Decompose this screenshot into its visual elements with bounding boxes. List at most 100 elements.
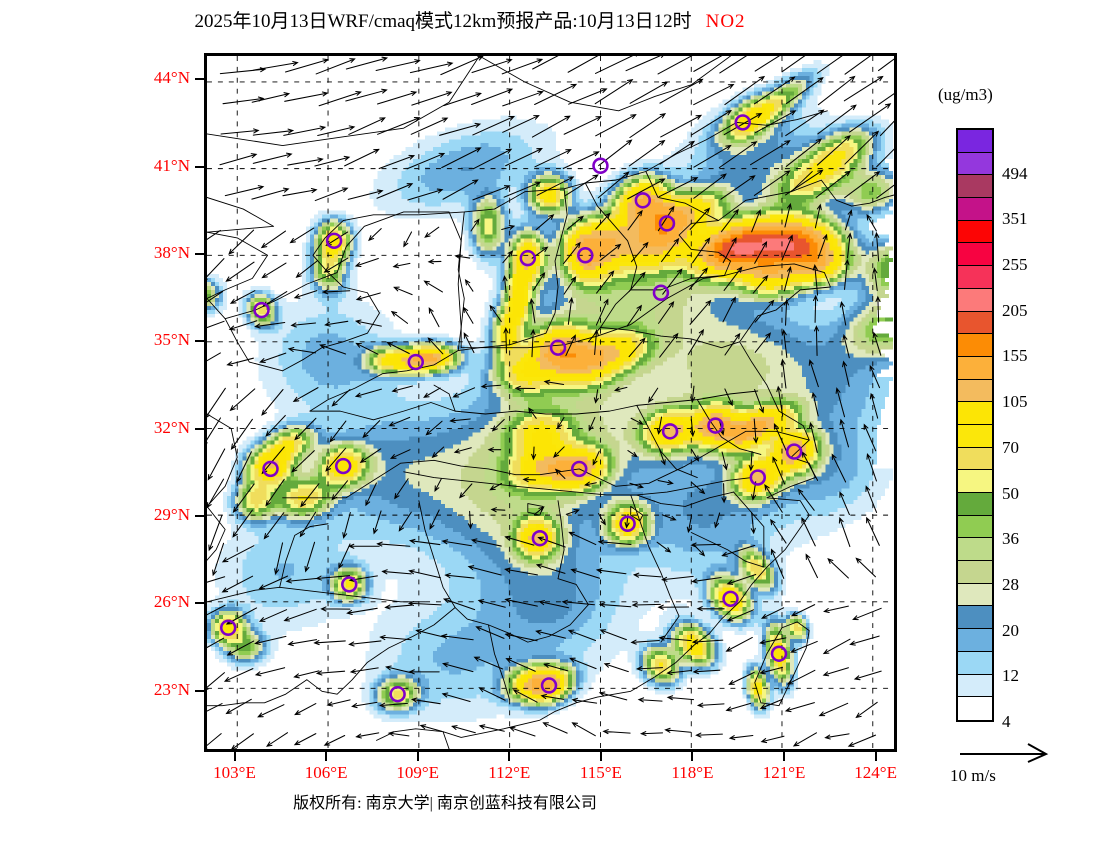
colorbar[interactable]	[956, 128, 994, 722]
colorbar-band-25	[958, 697, 992, 720]
station-marker[interactable]	[722, 590, 739, 608]
colorbar-band-22	[958, 629, 992, 652]
colorbar-tick-155: 155	[1002, 346, 1028, 366]
station-marker[interactable]	[571, 460, 588, 478]
lat-tick	[195, 340, 204, 343]
colorbar-tick-351: 351	[1002, 209, 1028, 229]
station-marker[interactable]	[577, 247, 594, 264]
colorbar-band-16	[958, 493, 992, 516]
lon-tick	[508, 752, 511, 761]
station-marker[interactable]	[262, 460, 279, 478]
station-marker[interactable]	[749, 469, 767, 486]
station-marker[interactable]	[661, 423, 679, 440]
lat-label-44°N: 44°N	[153, 68, 190, 88]
station-marker[interactable]	[219, 619, 237, 636]
station-marker[interactable]	[389, 685, 406, 703]
colorbar-band-24	[958, 674, 992, 698]
colorbar-tick-20: 20	[1002, 620, 1019, 640]
colorbar-band-2	[958, 175, 992, 199]
copyright-notice: 版权所有: 南京大学| 南京创蓝科技有限公司	[0, 789, 1100, 813]
wind-scale-label: 10 m/s	[950, 766, 996, 785]
lon-label-121°E: 121°E	[762, 763, 806, 782]
colorbar-tick-50: 50	[1002, 483, 1019, 503]
colorbar-band-19	[958, 561, 992, 584]
colorbar-tick-255: 255	[1002, 255, 1028, 275]
station-marker[interactable]	[334, 457, 352, 475]
copyright-text: 版权所有: 南京大学| 南京创蓝科技有限公司	[293, 795, 597, 812]
station-marker[interactable]	[592, 157, 609, 174]
title-species-label: NO2	[705, 11, 746, 32]
coastline-and-borders	[207, 56, 894, 749]
colorbar-tick-205: 205	[1002, 300, 1028, 320]
lat-label-29°N: 29°N	[153, 505, 190, 525]
colorbar-band-18	[958, 538, 992, 562]
colorbar-units-label: (ug/m3)	[938, 85, 993, 104]
lon-tick	[233, 752, 236, 761]
lon-tick	[325, 752, 328, 761]
lat-tick	[195, 165, 204, 168]
lon-label-109°E: 109°E	[396, 763, 440, 782]
station-marker[interactable]	[770, 645, 788, 662]
station-marker[interactable]	[549, 339, 567, 356]
colorbar-tick-36: 36	[1002, 529, 1019, 549]
station-marker[interactable]	[652, 284, 670, 301]
colorbar-band-3	[958, 198, 992, 221]
colorbar-band-13	[958, 424, 992, 448]
lon-label-115°E: 115°E	[579, 763, 622, 782]
lon-label-118°E: 118°E	[671, 763, 714, 782]
wind-scale-legend: 10 m/s	[950, 742, 1090, 794]
station-marker-layer[interactable]	[219, 114, 803, 703]
colorbar-band-8	[958, 311, 992, 335]
colorbar-band-21	[958, 606, 992, 630]
colorbar-band-0	[958, 130, 992, 153]
lon-tick	[416, 752, 419, 761]
colorbar-tick-105: 105	[1002, 392, 1028, 412]
colorbar-band-17	[958, 515, 992, 539]
map-plot-area[interactable]	[204, 53, 897, 752]
map-canvas	[207, 56, 894, 749]
station-marker[interactable]	[540, 677, 558, 694]
colorbar-tick-12: 12	[1002, 666, 1019, 686]
lat-tick	[195, 78, 204, 81]
station-marker[interactable]	[658, 215, 676, 232]
lat-label-38°N: 38°N	[153, 242, 190, 262]
station-marker[interactable]	[707, 417, 724, 434]
station-marker[interactable]	[619, 515, 636, 532]
lat-tick	[195, 689, 204, 692]
station-marker[interactable]	[325, 232, 343, 250]
colorbar-band-11	[958, 379, 992, 403]
lon-tick	[691, 752, 694, 761]
lon-tick	[599, 752, 602, 761]
lat-tick	[195, 427, 204, 430]
station-marker[interactable]	[734, 114, 751, 131]
colorbar-band-5	[958, 243, 992, 267]
lon-label-103°E: 103°E	[213, 763, 256, 782]
colorbar-band-14	[958, 447, 992, 471]
colorbar-band-15	[958, 470, 992, 493]
station-marker[interactable]	[407, 353, 425, 371]
colorbar-band-1	[958, 152, 992, 176]
title-main-text: 2025年10月13日WRF/cmaq模式12km预报产品:10月13日12时	[194, 11, 692, 32]
lon-label-112°E: 112°E	[488, 763, 531, 782]
station-marker[interactable]	[519, 249, 537, 267]
colorbar-tick-70: 70	[1002, 437, 1019, 457]
station-marker[interactable]	[341, 576, 358, 593]
lat-tick	[195, 602, 204, 605]
lat-label-26°N: 26°N	[153, 592, 190, 612]
station-marker[interactable]	[634, 192, 652, 209]
lon-label-106°E: 106°E	[304, 763, 348, 782]
colorbar-band-10	[958, 356, 992, 380]
colorbar-band-4	[958, 220, 992, 244]
colorbar-band-9	[958, 334, 992, 357]
lat-tick	[195, 252, 204, 255]
lon-label-124°E: 124°E	[854, 763, 897, 782]
page-title: 2025年10月13日WRF/cmaq模式12km预报产品:10月13日12时 N…	[0, 6, 940, 33]
station-marker[interactable]	[785, 443, 803, 460]
wind-arrow-icon	[960, 743, 1049, 763]
lat-label-35°N: 35°N	[153, 330, 190, 350]
wind-vector-field	[207, 56, 894, 749]
station-marker[interactable]	[253, 301, 270, 319]
station-marker[interactable]	[531, 529, 549, 547]
colorbar-tick-494: 494	[1002, 163, 1028, 183]
colorbar-band-7	[958, 288, 992, 312]
